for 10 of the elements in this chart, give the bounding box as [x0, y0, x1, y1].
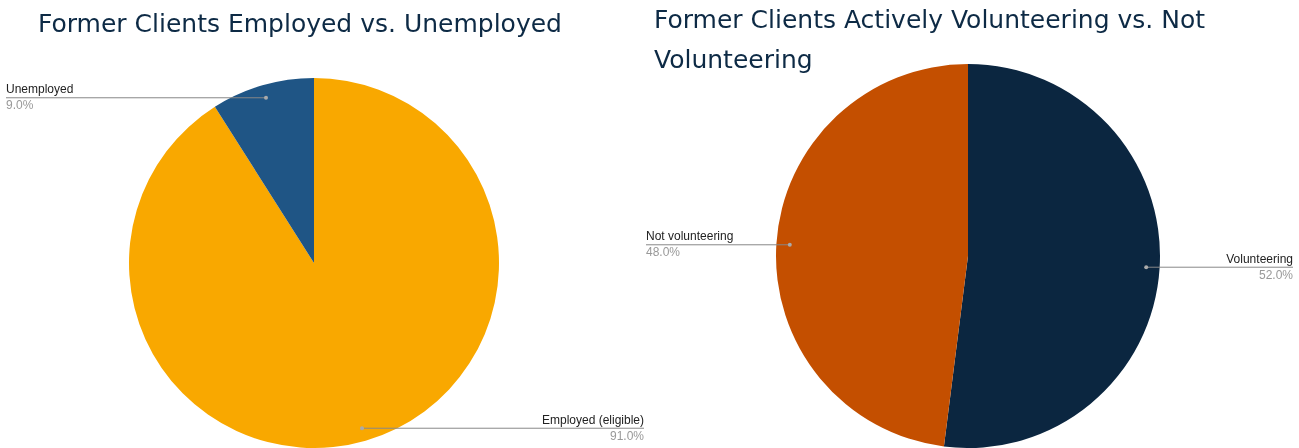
- data-label: 91.0%: [609, 428, 645, 443]
- slice-label: Employed (eligible): [541, 412, 644, 427]
- data-label: 9.0%: [6, 98, 34, 113]
- data-label: 48.0%: [646, 245, 681, 260]
- chart-title: Former Clients Employed vs. Unemployed: [38, 8, 563, 40]
- data-label: 52.0%: [1258, 267, 1294, 282]
- slice-label: Volunteering: [1226, 251, 1293, 266]
- slice-label: Not volunteering: [646, 229, 734, 244]
- slice-label: Unemployed: [6, 82, 74, 97]
- chart-title: Former Clients Actively Volunteering vs. Not Volunteering: [654, 4, 1206, 76]
